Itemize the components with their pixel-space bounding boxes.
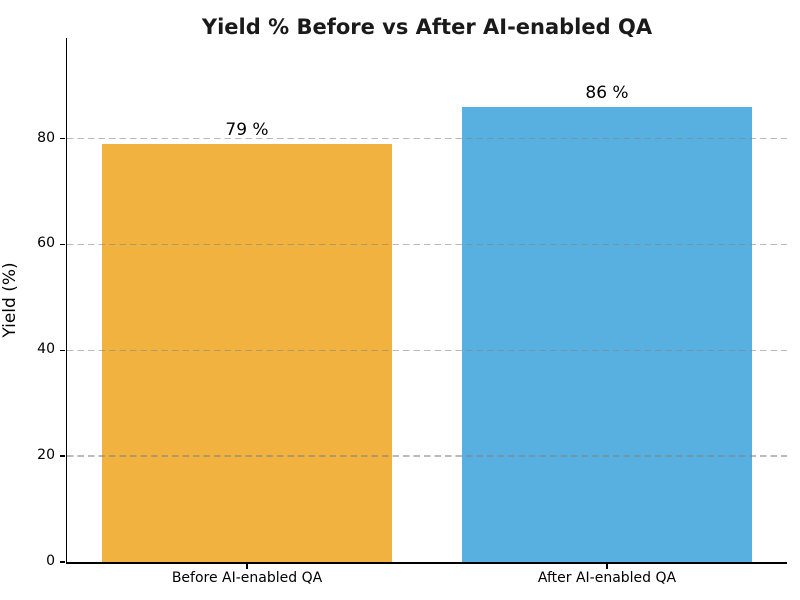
y-tick-label: 20	[37, 447, 55, 464]
bar-2	[461, 106, 753, 562]
y-tick-mark	[60, 561, 65, 563]
y-axis-spine	[65, 38, 67, 562]
gridline-y-40	[67, 349, 787, 352]
bar-value-label-2: 86 %	[585, 82, 629, 103]
x-tick-label-1: Before AI-enabled QA	[171, 570, 323, 586]
y-tick-mark	[60, 243, 65, 246]
x-tick-mark	[606, 563, 608, 569]
y-axis-label: Yield (%)	[0, 262, 20, 338]
y-tick-mark	[60, 455, 65, 457]
y-tick-mark	[60, 137, 65, 140]
bar-value-label-1: 79 %	[225, 119, 269, 140]
y-tick-label: 0	[46, 553, 55, 569]
x-tick-label-2: After AI-enabled QA	[537, 570, 677, 586]
gridline-y-80	[67, 137, 787, 140]
x-axis-spine	[65, 562, 787, 564]
gridline-y-60	[67, 243, 787, 246]
y-tick-label: 60	[37, 235, 55, 252]
gridline-y-20	[67, 455, 787, 457]
y-tick-mark	[60, 349, 65, 352]
bar-1	[101, 143, 393, 562]
y-tick-label: 40	[37, 341, 55, 358]
y-tick-label: 80	[37, 129, 55, 146]
x-tick-mark	[246, 563, 248, 569]
chart-title: Yield % Before vs After AI-enabled QA	[201, 15, 653, 39]
